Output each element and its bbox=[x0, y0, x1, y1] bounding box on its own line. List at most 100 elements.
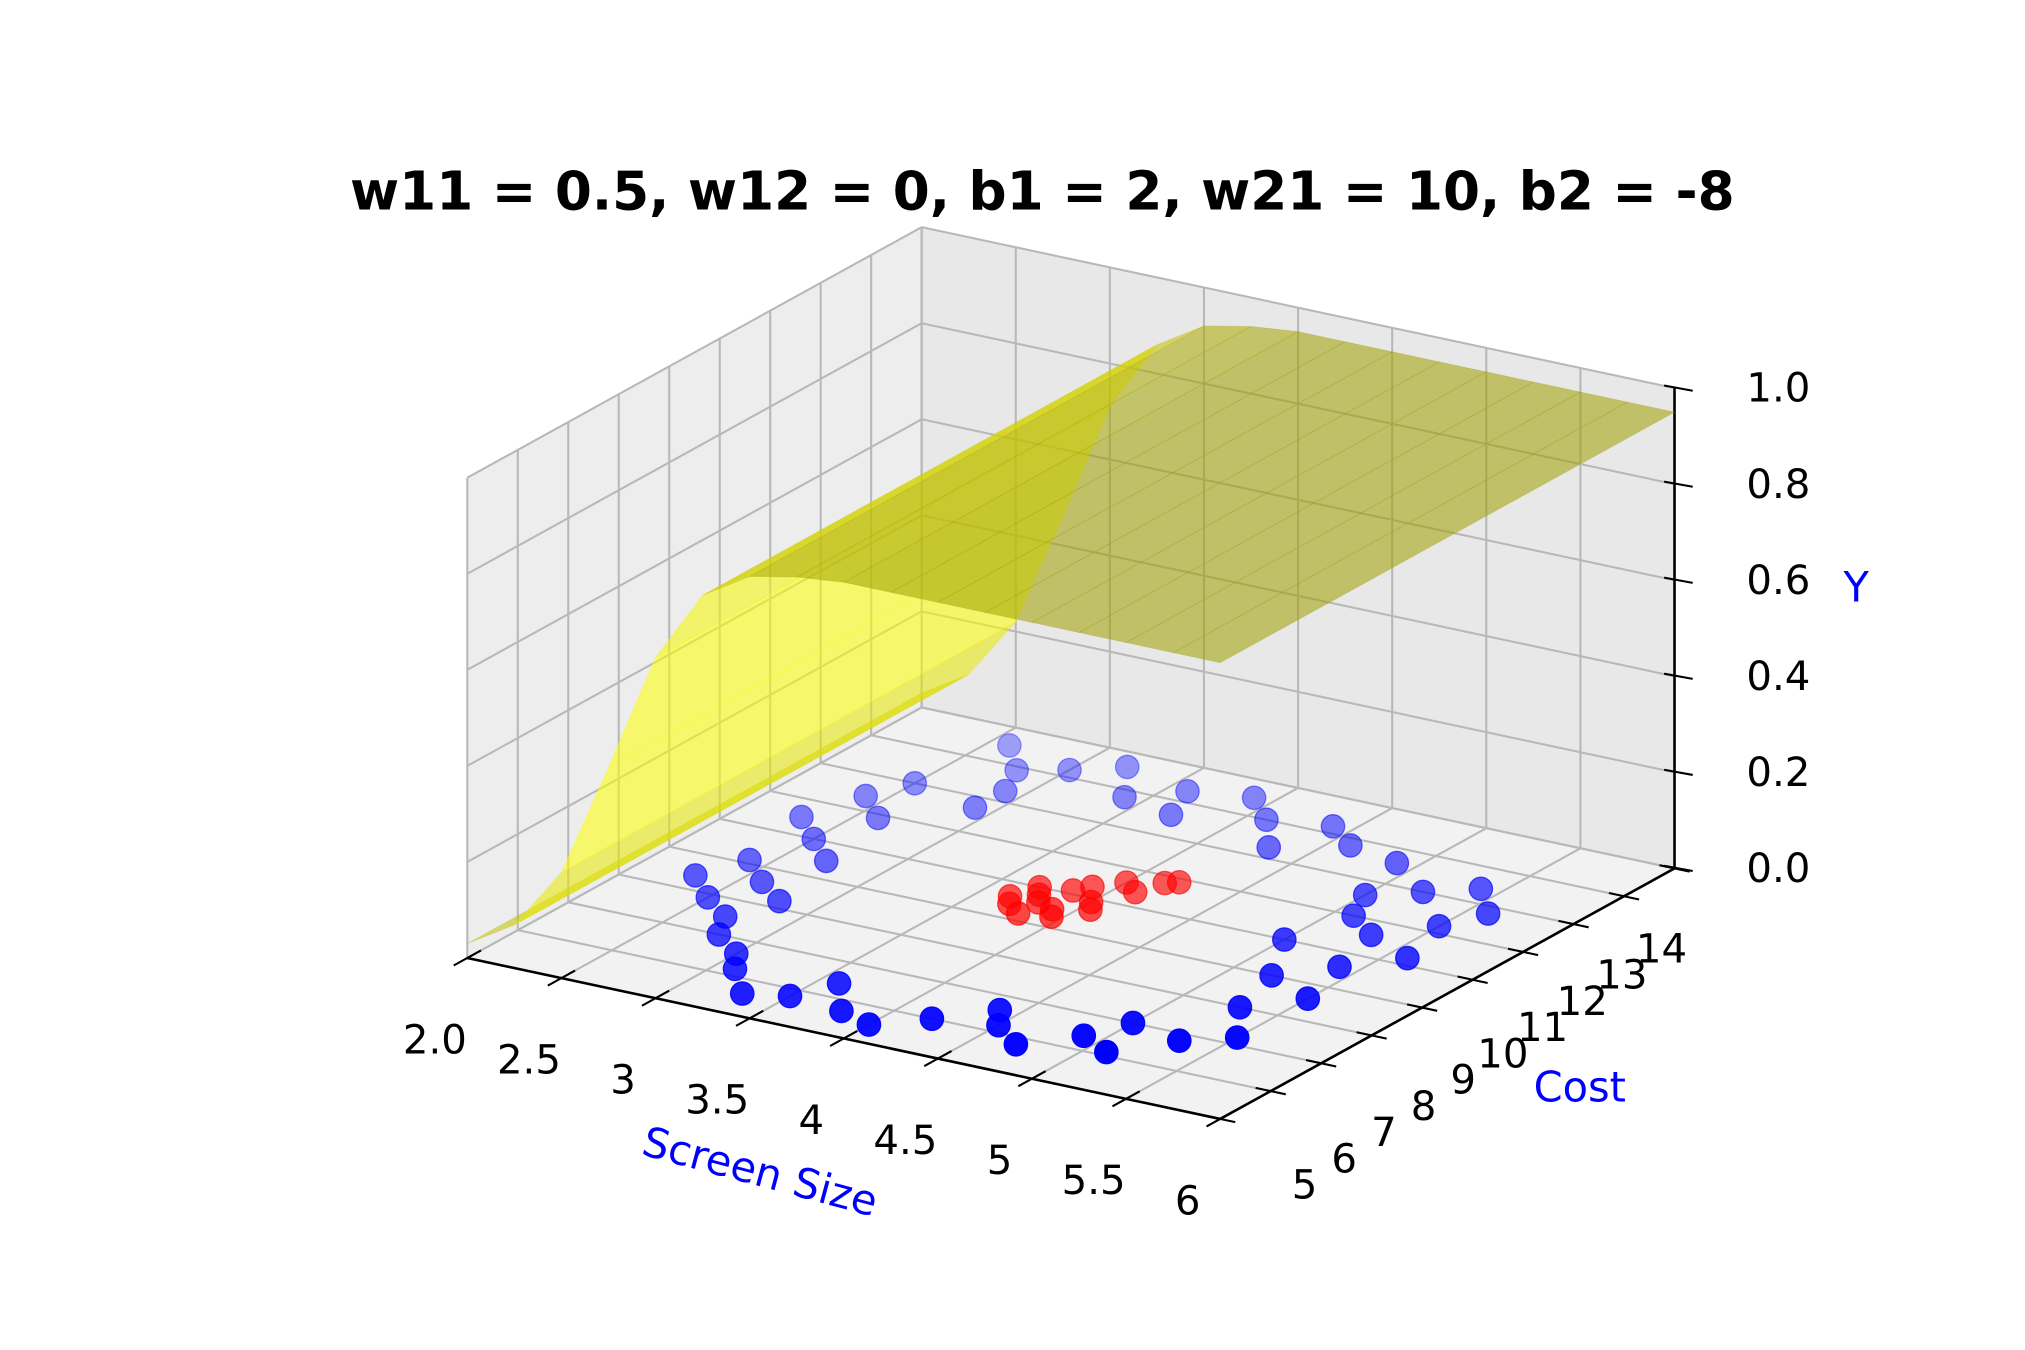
scatter-point bbox=[986, 1012, 1011, 1038]
scatter-point bbox=[1241, 785, 1267, 811]
x-axis-label: Screen Size bbox=[637, 1117, 883, 1227]
y-tick-label: 5 bbox=[1292, 1163, 1318, 1209]
grid-line bbox=[466, 322, 923, 575]
scatter-point bbox=[856, 1012, 882, 1037]
scatter-point bbox=[683, 863, 708, 888]
y-tick bbox=[1356, 1031, 1387, 1040]
scatter-point bbox=[829, 998, 854, 1024]
x-tick-label: 4.5 bbox=[873, 1118, 937, 1164]
grid-line bbox=[843, 787, 1299, 1040]
y-tick-label: 14 bbox=[1636, 926, 1687, 972]
y-tick bbox=[1608, 892, 1640, 901]
y-tick bbox=[1305, 1059, 1337, 1068]
grid-line bbox=[921, 610, 1675, 774]
y-tick bbox=[1255, 1086, 1286, 1096]
y-tick bbox=[1558, 919, 1589, 929]
z-tick bbox=[1663, 768, 1693, 776]
x-tick bbox=[829, 1030, 858, 1047]
scatter-point bbox=[1395, 945, 1420, 971]
x-tick-label: 2.5 bbox=[497, 1037, 561, 1083]
x-tick bbox=[641, 989, 670, 1007]
grid-line bbox=[1125, 847, 1581, 1100]
scatter-point bbox=[826, 971, 852, 996]
scatter-point bbox=[1338, 833, 1363, 858]
grid-line bbox=[466, 226, 923, 479]
z-tick bbox=[1663, 864, 1693, 873]
z-tick bbox=[1663, 384, 1693, 392]
grid-line bbox=[921, 706, 1675, 870]
scatter-point bbox=[1071, 1023, 1097, 1049]
x-tick bbox=[1017, 1070, 1047, 1088]
x-tick bbox=[453, 949, 482, 967]
grid-line bbox=[769, 789, 1524, 953]
scatter-point bbox=[706, 922, 732, 947]
y-tick-label: 8 bbox=[1411, 1084, 1437, 1130]
grid-line bbox=[517, 929, 1271, 1093]
scatter-point bbox=[1152, 870, 1178, 896]
scatter-point bbox=[749, 869, 775, 895]
y-tick-label: 10 bbox=[1477, 1031, 1528, 1077]
scatter-point bbox=[1114, 754, 1140, 780]
z-tick-label: 0.8 bbox=[1746, 462, 1810, 508]
grid-line bbox=[560, 726, 1017, 980]
scatter-point bbox=[1384, 850, 1410, 876]
z-tick-label: 1.0 bbox=[1746, 366, 1810, 412]
scatter-point bbox=[1295, 986, 1321, 1011]
z-tick-label: 0.2 bbox=[1746, 750, 1810, 796]
x-tick bbox=[1111, 1090, 1141, 1108]
scatter-point bbox=[1166, 1028, 1192, 1054]
scatter-point bbox=[813, 848, 839, 874]
grid-line bbox=[466, 418, 923, 671]
y-tick bbox=[1204, 1114, 1236, 1124]
y-axis-label: Cost bbox=[1534, 1062, 1626, 1111]
x-tick-label: 5.5 bbox=[1062, 1158, 1126, 1204]
z-tick bbox=[1663, 480, 1693, 488]
z-tick bbox=[1663, 672, 1693, 680]
x-tick bbox=[735, 1009, 764, 1027]
grid-line bbox=[1031, 827, 1487, 1080]
y-tick-label: 6 bbox=[1331, 1136, 1357, 1182]
grid-line bbox=[568, 901, 1322, 1065]
chart-title: w11 = 0.5, w12 = 0, b1 = 2, w21 = 10, b2… bbox=[350, 160, 1735, 222]
scatter-point bbox=[767, 888, 792, 914]
scatter-point bbox=[992, 778, 1018, 804]
scatter-point bbox=[801, 826, 827, 852]
z-axis-label: Y bbox=[1843, 563, 1870, 612]
y-tick-label: 13 bbox=[1596, 953, 1647, 999]
scatter-point bbox=[722, 956, 748, 982]
scatter-point bbox=[1158, 802, 1184, 828]
x-tick-label: 6 bbox=[1175, 1178, 1201, 1224]
scatter-point bbox=[1175, 778, 1200, 804]
x-tick-label: 2.0 bbox=[403, 1017, 467, 1063]
scatter-point bbox=[789, 804, 814, 830]
scatter-point bbox=[1256, 835, 1282, 860]
scatter-point bbox=[1358, 922, 1384, 948]
x-tick bbox=[923, 1050, 952, 1068]
scatter-point bbox=[1227, 994, 1253, 1020]
x-tick-label: 4 bbox=[798, 1098, 824, 1144]
scatter-point bbox=[777, 983, 803, 1009]
scatter-point bbox=[1475, 901, 1501, 926]
scatter-point bbox=[1410, 879, 1436, 905]
grid-line bbox=[870, 734, 1625, 898]
scatter-point bbox=[902, 770, 928, 796]
scatter-point bbox=[1254, 807, 1279, 833]
grid-line bbox=[749, 766, 1205, 1020]
x-tick bbox=[547, 969, 576, 987]
scatter-point bbox=[865, 805, 891, 831]
grid-line bbox=[466, 706, 923, 959]
scatter-point bbox=[1352, 882, 1378, 908]
y-tick bbox=[1457, 975, 1488, 984]
scatter-point bbox=[1320, 814, 1346, 839]
scatter-point bbox=[1271, 927, 1297, 952]
scatter-point bbox=[1094, 1039, 1119, 1065]
y-tick-label: 12 bbox=[1557, 979, 1608, 1025]
scatter-point bbox=[1341, 903, 1366, 928]
scatter-point bbox=[1004, 757, 1029, 783]
y-tick bbox=[1406, 1003, 1438, 1012]
x-tick-label: 3 bbox=[610, 1058, 636, 1104]
scatter-point bbox=[997, 733, 1022, 758]
scatter-point bbox=[729, 981, 755, 1006]
scatter-point bbox=[1122, 879, 1148, 905]
